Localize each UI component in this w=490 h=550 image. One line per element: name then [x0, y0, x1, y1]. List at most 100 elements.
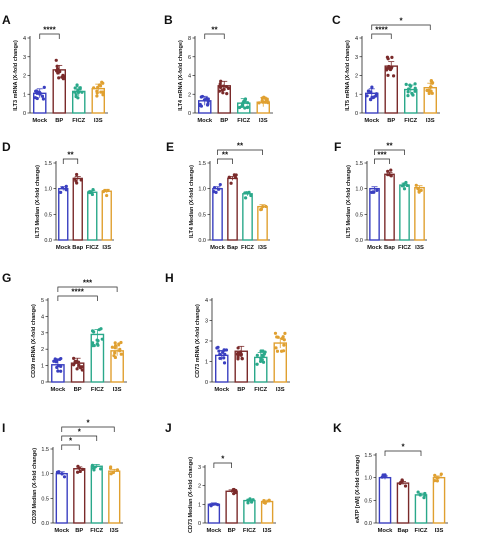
panel-j-ytick-label: 3 [198, 465, 201, 471]
panel-i-y-label: CD39 Median (X-fold change) [32, 448, 38, 524]
panel-i-sig-bracket [61, 444, 80, 450]
panel-g-point-ficz [97, 328, 101, 332]
panel-h-point-i3s [275, 349, 280, 353]
panel-h-point-i3s [281, 349, 286, 353]
panel-f-y-label: ILT5 Median (X-fold change) [346, 165, 352, 238]
panel-i-point-ficz [92, 468, 96, 472]
panel-e-sig-label: ** [237, 142, 244, 151]
panel-j-xtick-bp: BP [228, 528, 236, 534]
panel-j-point-ficz [248, 497, 252, 501]
panel-d-point-bap [75, 172, 79, 177]
panel-g-point-mock [59, 364, 63, 368]
panel-i-sig-bracket [61, 435, 98, 441]
panel-e-point-mock [212, 190, 216, 194]
panel-b-ytick-label: 6 [188, 55, 191, 61]
panel-h-point-bp [239, 352, 243, 356]
panel-d-point-bap [79, 178, 83, 182]
panel-i-point-i3s [109, 472, 113, 476]
panel-d-xtick-bap: Bap [72, 245, 83, 251]
panel-e-point-bap [232, 173, 236, 177]
panel-a-point-ficz [74, 93, 78, 97]
panel-b-letter: B [164, 13, 173, 27]
panel-j-point-i3s [267, 498, 271, 502]
panel-b-ytick-label: 8 [188, 36, 191, 42]
panel-d-point-mock [64, 184, 68, 188]
panel-j-letter: J [165, 421, 172, 435]
panel-k-xtick-mock: Mock [378, 528, 394, 534]
panel-g-point-ficz [91, 344, 95, 348]
panel-h-point-mock [218, 356, 222, 360]
panel-b-point-ficz [246, 105, 250, 109]
panel-i-bar-ficz [90, 465, 103, 524]
panel-e-point-ficz [243, 191, 247, 195]
panel-h-point-i3s [273, 331, 278, 335]
panel-c-point-ficz [408, 83, 412, 87]
panel-d-ytick-label: 1.0 [44, 187, 52, 193]
panel-h-point-i3s [275, 335, 279, 339]
panel-c-point-i3s [428, 85, 433, 89]
panel-a-ytick-label: 2 [23, 74, 26, 80]
panel-b: B 0 2 4 6 8 ILT4 mRNA (X-fold change) Mock BP FIC… [164, 13, 273, 124]
panel-j-bar-bp [225, 490, 238, 524]
panel-a-point-i3s [95, 94, 99, 98]
panel-k-letter: K [333, 421, 342, 435]
panel-a-point-ficz [76, 90, 80, 94]
panel-a-point-i3s [96, 85, 100, 89]
panel-h-letter: H [165, 271, 174, 285]
panel-a-point-ficz [73, 90, 77, 94]
panel-k-point-bap [403, 484, 408, 488]
panel-b-point-i3s [263, 96, 267, 100]
panel-e-ytick-label: 0.0 [198, 238, 206, 244]
panel-c-sig-label: **** [375, 26, 388, 35]
panel-b-y-label: ILT4 mRNA (X-fold change) [178, 40, 184, 111]
panel-i-bar-mock [55, 472, 68, 524]
panel-a-point-bp [61, 73, 65, 77]
panel-f-bar-mock [369, 187, 380, 241]
panel-g-point-ficz [95, 338, 99, 342]
panel-h-point-mock [216, 345, 220, 349]
panel-g-ytick-label: 0 [41, 380, 44, 386]
panel-a-point-bp [56, 71, 60, 75]
panel-b-ytick-label: 2 [188, 92, 191, 98]
panel-g-point-mock [59, 369, 63, 373]
panel-g-xtick-bp: BP [74, 387, 82, 393]
panel-h-point-i3s [281, 335, 285, 339]
panel-h-ytick-label: 4 [205, 298, 208, 304]
panel-g-point-mock [58, 357, 62, 361]
panel-g-ytick-label: 1 [41, 364, 44, 370]
panel-a-point-ficz [78, 87, 82, 91]
panel-b-point-bp [218, 82, 222, 86]
panel-e-sig-bracket [217, 158, 233, 164]
panel-i-point-mock [60, 472, 64, 476]
panel-d-point-mock [59, 190, 63, 194]
panel-c-point-i3s [431, 81, 435, 85]
panel-i-letter: I [2, 421, 5, 435]
panel-g-point-ficz [92, 330, 96, 334]
panel-c-point-i3s [427, 91, 431, 96]
panel-k-ytick-label: 1.0 [364, 476, 372, 482]
panel-c-xtick-mock: Mock [364, 118, 380, 124]
panel-e-point-mock [212, 185, 217, 190]
panel-e-xtick-mock: Mock [210, 245, 226, 251]
panel-g-xtick-i3s: I3S [113, 387, 122, 393]
panel-a-point-i3s [98, 84, 103, 88]
panel-c-sig-bracket [371, 24, 431, 30]
panel-i-point-ficz [99, 467, 103, 471]
panel-d-point-i3s [106, 188, 110, 193]
panel-k-point-bap [398, 481, 402, 486]
panel-f-letter: F [334, 140, 341, 154]
panel-f-point-i3s [414, 183, 418, 187]
panel-a-point-bp [57, 76, 61, 80]
panel-b-point-bp [217, 89, 222, 93]
panel-f-sig-bracket [374, 158, 390, 164]
panel-a-y-label: ILT3 mRNA (X-fold change) [13, 40, 19, 111]
panel-e-bar-i3s [257, 205, 268, 241]
panel-k-xtick-ficz: FICZ [415, 528, 428, 534]
panel-c-sig-bracket [371, 33, 392, 39]
panel-d-bar-ficz [87, 191, 98, 241]
panel-f-point-bap [386, 173, 390, 177]
panel-a-xtick-mock: Mock [32, 118, 48, 124]
panel-h-point-mock [223, 352, 227, 356]
panel-c-ytick-label: 1 [355, 92, 358, 98]
panel-i-point-ficz [90, 463, 95, 468]
